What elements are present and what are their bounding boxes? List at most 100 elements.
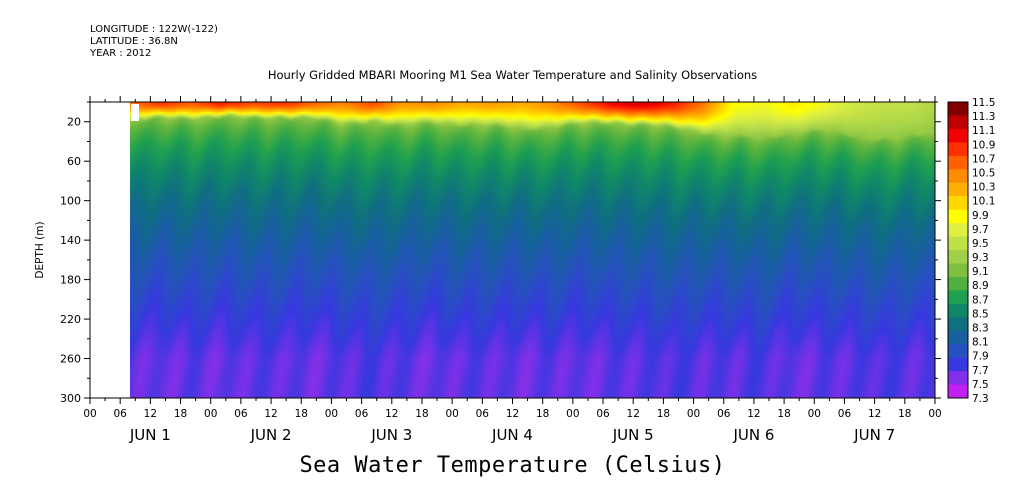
x-tick-label: 06 (476, 408, 490, 420)
x-tick-label: 18 (536, 408, 549, 420)
colorbar-swatch (948, 303, 968, 318)
colorbar-label: 11.3 (972, 111, 995, 123)
x-tick-label: 12 (385, 408, 398, 420)
colorbar-swatch (948, 102, 968, 116)
day-label: JUN 1 (129, 426, 171, 444)
x-tick-label: 06 (838, 408, 852, 420)
x-tick-label: 00 (325, 408, 338, 420)
colorbar-label: 9.9 (972, 210, 989, 222)
y-tick-label: 140 (60, 234, 81, 247)
colorbar-label: 8.9 (972, 280, 989, 292)
colorbar-label: 7.3 (972, 393, 989, 405)
x-tick-label: 00 (445, 408, 458, 420)
colorbar-label: 11.5 (972, 97, 995, 109)
x-tick-label: 12 (144, 408, 157, 420)
x-axis: 00 06 12 18 00 06 12 18 00 06 12 18 00 06 12 18 00 06 12 18… (83, 96, 942, 444)
x-tick-label: 00 (566, 408, 579, 420)
colorbar-swatch (948, 115, 968, 130)
x-tick-label: 00 (204, 408, 217, 420)
y-tick-label: 300 (60, 392, 81, 405)
colorbar-label: 11.1 (972, 125, 995, 137)
y-tick-label: 100 (60, 195, 81, 208)
day-label: JUN 3 (370, 426, 412, 444)
colorbar-frame (947, 101, 969, 399)
colorbar-swatch (948, 223, 968, 238)
colorbar-label: 7.7 (972, 365, 989, 377)
colorbar-label: 8.5 (972, 308, 989, 320)
x-tick-label: 06 (717, 408, 731, 420)
colorbar-swatch (948, 128, 968, 143)
x-tick-label: 12 (627, 408, 640, 420)
y-tick-label: 220 (60, 313, 81, 326)
x-tick-label: 12 (506, 408, 519, 420)
colorbar-label: 10.1 (972, 196, 995, 208)
y-tick-label: 60 (67, 155, 81, 168)
y-axis: 20 60 100 140 180 220 260 300 (60, 101, 941, 405)
longitude-label: LONGITUDE : 122W(-122) (90, 24, 218, 35)
day-label: JUN 5 (612, 426, 654, 444)
colorbar-label: 10.3 (972, 182, 995, 194)
x-tick-label: 18 (898, 408, 911, 420)
y-tick-label: 260 (60, 353, 81, 366)
colorbar-swatch (948, 344, 968, 359)
x-tick-label: 00 (808, 408, 821, 420)
colorbar-swatch (948, 209, 968, 224)
colorbar-swatch (948, 290, 968, 305)
x-tick-label: 00 (928, 408, 941, 420)
colorbar-swatch (948, 317, 968, 332)
colorbar-label: 7.9 (972, 351, 989, 363)
x-tick-label: 18 (415, 408, 428, 420)
colorbar-label: 10.7 (972, 153, 995, 165)
x-tick-label: 12 (264, 408, 277, 420)
x-tick-label: 12 (868, 408, 881, 420)
colorbar-label: 8.1 (972, 337, 989, 349)
colorbar-swatch (948, 371, 968, 386)
missing-data-patch (131, 104, 139, 121)
colorbar-label: 7.5 (972, 379, 989, 391)
colorbar-swatch (948, 182, 968, 197)
x-tick-label: 00 (83, 408, 96, 420)
y-tick-label: 20 (67, 116, 81, 129)
colorbar-swatch (948, 155, 968, 170)
colorbar-label: 9.5 (972, 238, 989, 250)
colorbar-legend: 11.5 11.3 11.1 10.9 10.7 10.5 10.3 10.1 9.9 9.7 9.… (947, 97, 995, 405)
temperature-heatmap (130, 102, 935, 398)
colorbar-swatch (948, 236, 968, 251)
colorbar-swatch (948, 263, 968, 278)
colorbar-label: 8.3 (972, 323, 989, 335)
colorbar-label: 10.9 (972, 139, 995, 151)
colorbar-label: 9.7 (972, 224, 989, 236)
year-label: YEAR : 2012 (90, 48, 152, 59)
colorbar-swatch (948, 384, 968, 399)
colorbar-label: 8.7 (972, 294, 989, 306)
y-tick-label: 180 (60, 274, 81, 287)
colorbar-swatch (948, 357, 968, 372)
x-tick-label: 00 (687, 408, 700, 420)
x-tick-label: 06 (234, 408, 248, 420)
colorbar-label: 10.5 (972, 167, 995, 179)
x-tick-label: 18 (295, 408, 308, 420)
x-tick-label: 06 (596, 408, 610, 420)
colorbar-swatch (948, 276, 968, 291)
chart-title: Hourly Gridded MBARI Mooring M1 Sea Wate… (267, 68, 758, 82)
x-tick-label: 18 (657, 408, 670, 420)
day-label: JUN 7 (853, 426, 895, 444)
colorbar-swatch (948, 250, 968, 264)
x-tick-label: 18 (777, 408, 790, 420)
latitude-label: LATITUDE : 36.8N (90, 36, 178, 47)
colorbar-swatch (948, 330, 968, 345)
day-label: JUN 2 (250, 426, 292, 444)
x-tick-label: 18 (174, 408, 187, 420)
colorbar-swatch (948, 142, 968, 157)
colorbar-swatch (948, 196, 968, 211)
colorbar-swatch (948, 169, 968, 184)
x-tick-label: 06 (355, 408, 369, 420)
colorbar-label: 9.3 (972, 252, 989, 264)
day-label: JUN 4 (491, 426, 533, 444)
x-tick-label: 12 (747, 408, 760, 420)
value-label: Sea Water Temperature (Celsius) (299, 453, 726, 478)
x-tick-label: 06 (113, 408, 127, 420)
colorbar-label: 9.1 (972, 266, 989, 278)
day-label: JUN 6 (732, 426, 774, 444)
